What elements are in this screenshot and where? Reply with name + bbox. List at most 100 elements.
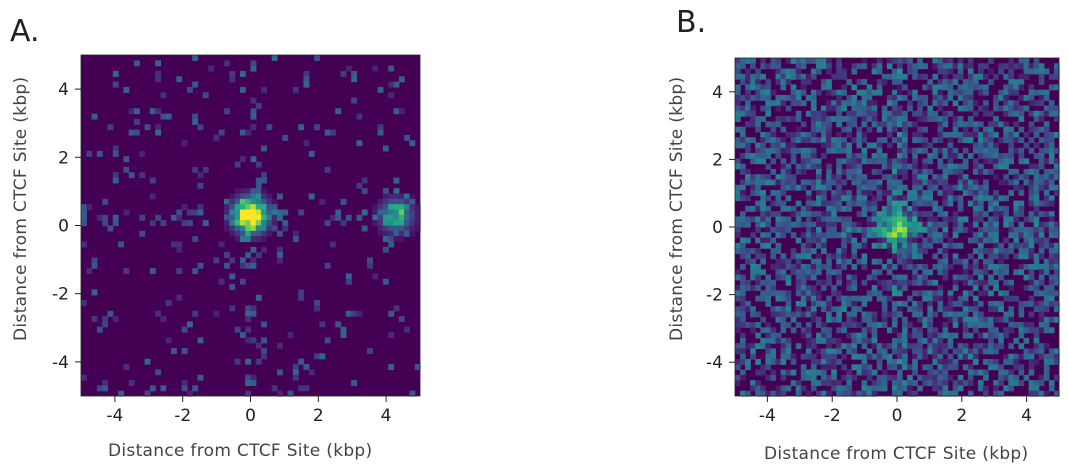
heatmap-cell bbox=[952, 316, 959, 323]
heatmap-cell bbox=[760, 253, 766, 260]
heatmap-cell bbox=[770, 227, 777, 233]
heatmap-cell bbox=[962, 94, 969, 101]
heatmap-cell bbox=[947, 184, 954, 191]
heatmap-cell bbox=[831, 200, 837, 207]
heatmap-cell bbox=[765, 337, 772, 344]
heatmap-cell bbox=[871, 337, 878, 344]
heatmap-cell bbox=[851, 279, 858, 286]
heatmap-cell bbox=[760, 205, 766, 212]
heatmap-cell bbox=[988, 279, 994, 286]
heatmap-cell bbox=[261, 172, 267, 179]
heatmap-cell bbox=[967, 369, 974, 376]
heatmap-cell bbox=[795, 237, 802, 244]
heatmap-cell bbox=[952, 274, 959, 281]
heatmap-cell bbox=[942, 216, 949, 223]
heatmap-cell bbox=[324, 262, 331, 269]
heatmap-cell bbox=[780, 184, 787, 191]
heatmap-cell bbox=[937, 137, 944, 144]
heatmap-cell bbox=[962, 227, 969, 233]
heatmap-cell bbox=[790, 142, 797, 149]
heatmap-cell bbox=[871, 390, 878, 397]
heatmap-cell bbox=[967, 105, 974, 112]
heatmap-cell bbox=[790, 359, 797, 365]
heatmap-cell bbox=[942, 190, 949, 196]
heatmap-cell bbox=[841, 263, 847, 270]
heatmap-cell bbox=[1033, 343, 1040, 350]
heatmap-cell bbox=[897, 195, 903, 202]
heatmap-cell bbox=[942, 131, 949, 138]
heatmap-cell bbox=[988, 253, 994, 260]
heatmap-cell bbox=[735, 343, 741, 350]
heatmap-cell bbox=[993, 205, 999, 212]
heatmap-cell bbox=[912, 290, 918, 297]
heatmap-cell bbox=[967, 179, 974, 186]
heatmap-cell bbox=[760, 221, 766, 228]
heatmap-cell bbox=[255, 252, 262, 259]
heatmap-cell bbox=[881, 216, 888, 223]
heatmap-cell bbox=[740, 110, 746, 117]
heatmap-cell bbox=[967, 263, 974, 270]
heatmap-cell bbox=[810, 258, 817, 265]
heatmap-cell bbox=[1038, 327, 1045, 334]
heatmap-cell bbox=[821, 374, 827, 381]
heatmap-cell bbox=[745, 84, 751, 91]
heatmap-cell bbox=[1028, 216, 1035, 223]
heatmap-cell bbox=[755, 279, 761, 286]
heatmap-cell bbox=[917, 58, 923, 64]
heatmap-cell bbox=[298, 358, 305, 365]
heatmap-cell bbox=[891, 121, 898, 128]
heatmap-cell bbox=[790, 131, 797, 138]
heatmap-cell bbox=[866, 142, 873, 149]
heatmap-cell bbox=[81, 209, 87, 216]
heatmap-cell bbox=[886, 327, 893, 334]
heatmap-cell bbox=[765, 242, 772, 249]
heatmap-cell bbox=[298, 294, 305, 301]
heatmap-cell bbox=[866, 369, 873, 376]
heatmap-cell bbox=[1028, 89, 1035, 96]
heatmap-cell bbox=[856, 179, 863, 186]
heatmap-cell bbox=[765, 174, 772, 181]
heatmap-cell bbox=[314, 300, 320, 307]
heatmap-cell bbox=[1043, 369, 1050, 376]
heatmap-cell bbox=[907, 248, 913, 255]
heatmap-cell bbox=[988, 110, 994, 117]
heatmap-cell bbox=[810, 306, 817, 313]
heatmap-cell bbox=[978, 73, 984, 80]
heatmap-cell bbox=[755, 237, 761, 244]
heatmap-cell bbox=[345, 310, 352, 317]
heatmap-cell bbox=[957, 343, 964, 350]
heatmap-cell bbox=[775, 263, 782, 270]
y-tick-label: 2 bbox=[712, 150, 723, 170]
heatmap-cell bbox=[937, 116, 944, 122]
heatmap-cell bbox=[978, 332, 984, 339]
heatmap-cell bbox=[886, 63, 893, 70]
heatmap-cell bbox=[377, 198, 384, 205]
heatmap-cell bbox=[1043, 174, 1050, 181]
heatmap-cell bbox=[952, 285, 959, 291]
heatmap-cell bbox=[937, 353, 944, 360]
heatmap-cell bbox=[993, 385, 999, 392]
heatmap-cell bbox=[1053, 163, 1060, 170]
heatmap-cell bbox=[1043, 126, 1050, 133]
heatmap-cell bbox=[978, 274, 984, 281]
heatmap-cell bbox=[1018, 221, 1025, 228]
heatmap-cell bbox=[937, 248, 944, 255]
heatmap-cell bbox=[107, 310, 114, 317]
heatmap-cell bbox=[816, 290, 822, 297]
heatmap-cell bbox=[917, 195, 923, 202]
heatmap-cell bbox=[805, 190, 812, 196]
heatmap-cell bbox=[1003, 269, 1009, 276]
heatmap-cell bbox=[144, 390, 151, 397]
heatmap-cell bbox=[998, 306, 1004, 313]
heatmap-cell bbox=[917, 137, 923, 144]
heatmap-cell bbox=[932, 337, 939, 344]
heatmap-cell bbox=[983, 369, 989, 376]
heatmap-cell bbox=[144, 124, 151, 131]
heatmap-cell bbox=[831, 205, 837, 212]
heatmap-cell bbox=[805, 311, 812, 318]
heatmap-cell bbox=[932, 94, 939, 101]
heatmap-cell bbox=[866, 105, 873, 112]
heatmap-cell bbox=[952, 380, 959, 387]
heatmap-cell bbox=[750, 216, 756, 223]
heatmap-cell bbox=[1033, 332, 1040, 339]
